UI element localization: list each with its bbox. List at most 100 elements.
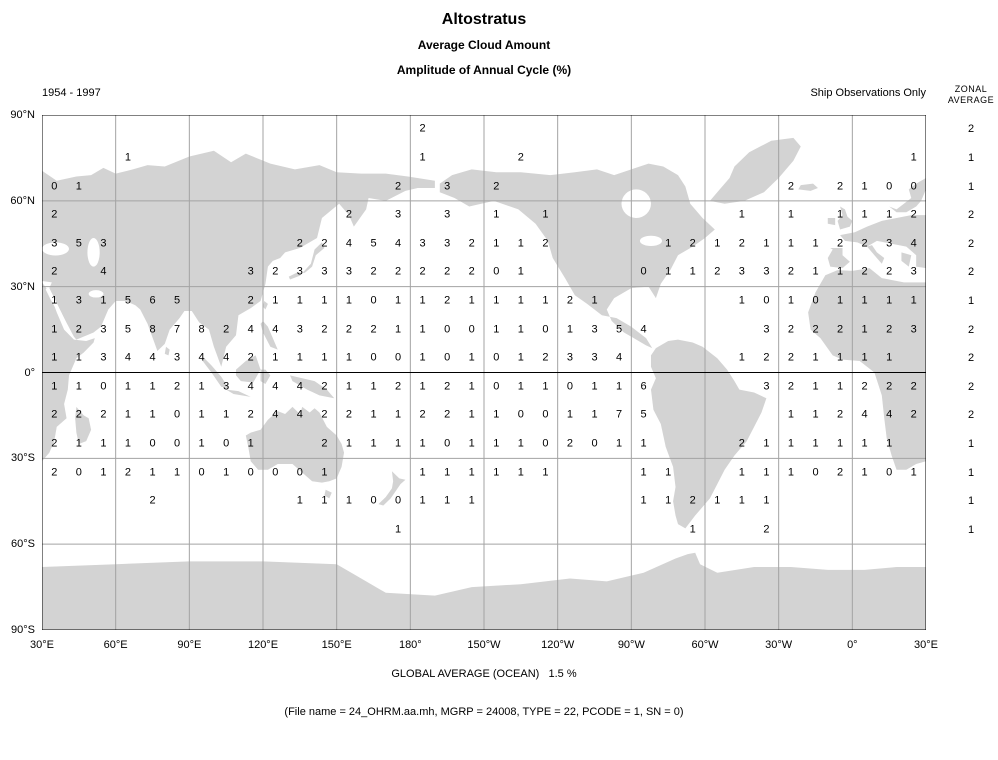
grid-cell-value: 2 [787,323,794,336]
zonal-average-value: 1 [967,523,975,536]
grid-cell-value: 1 [272,294,279,307]
landmass-sri-lanka [164,346,170,356]
grid-cell-value: 1 [542,208,549,221]
grid-cell-value: 2 [51,265,58,278]
grid-cell-value: 2 [861,380,868,393]
grid-cell-value: 1 [812,380,819,393]
grid-cell-value: 1 [517,265,524,278]
grid-cell-value: 1 [75,380,82,393]
grid-cell-value: 1 [493,466,500,479]
grid-cell-value: 2 [321,237,328,250]
landmass-new-guinea [290,375,335,399]
grid-cell-value: 2 [468,265,475,278]
landmass-balkans [901,252,912,267]
grid-cell-value: 3 [100,351,107,364]
grid-cell-value: 1 [886,437,893,450]
grid-cell-value: 3 [444,237,451,250]
grid-cell-value: 1 [836,208,844,221]
grid-cell-value: 1 [763,466,770,479]
grid-cell-value: 0 [493,351,500,364]
grid-cell-value: 5 [124,294,131,307]
grid-cell-value: 2 [75,323,82,336]
grid-cell-value: 1 [665,466,672,479]
grid-cell-value: 2 [886,323,893,336]
grid-cell-value: 0 [542,437,549,450]
grid-cell-value: 1 [345,380,352,393]
grid-cell-value: 1 [321,494,328,507]
landmass-taiwan [263,300,268,310]
grid-cell-value: 1 [419,351,426,364]
grid-cell-value: 1 [640,494,647,507]
grid-cell-value: 7 [615,408,623,421]
grid-cell-value: 2 [51,208,58,221]
caspian-sea [87,238,100,267]
longitude-tick-label: 60°W [691,639,719,651]
grid-cell-value: 2 [738,437,745,450]
grid-cell-value: 2 [836,466,844,479]
grid-cell-value: 4 [640,323,647,336]
grid-cell-value: 3 [763,323,770,336]
grid-cell-value: 1 [517,294,524,307]
grid-cell-value: 3 [763,380,770,393]
grid-cell-value: 1 [787,208,794,221]
grid-cell-value: 1 [542,294,549,307]
grid-cell-value: 2 [370,323,377,336]
grid-cell-value: 1 [886,294,893,307]
grid-cell-value: 2 [419,408,426,421]
grid-cell-value: 1 [493,408,500,421]
grid-cell-value: 1 [198,408,205,421]
grid-cell-value: 1 [812,237,819,250]
ship-observations-label: Ship Observations Only [810,87,926,99]
grid-cell-value: 2 [689,494,696,507]
grid-cell-value: 2 [689,237,696,250]
grid-cell-value: 1 [493,294,500,307]
zonal-average-value: 2 [967,409,975,422]
grid-cell-value: 2 [493,180,500,193]
zonal-average-value: 2 [967,380,975,393]
period-label: 1954 - 1997 [42,87,101,99]
grid-cell-value: 1 [517,466,524,479]
grid-cell-value: 2 [394,265,402,278]
grid-cell-value: 1 [345,294,352,307]
zonal-average-value: 1 [967,466,975,479]
longitude-tick-label: 60°E [103,639,128,651]
grid-cell-value: 1 [198,380,205,393]
grid-cell-value: 0 [394,351,402,364]
grid-cell-value: 1 [665,237,672,250]
grid-cell-value: 5 [640,408,647,421]
grid-cell-value: 4 [247,323,254,336]
zonal-average-value: 2 [967,266,975,279]
grid-cell-value: 0 [444,351,451,364]
grid-cell-value: 1 [836,265,844,278]
grid-cell-value: 1 [149,466,156,479]
grid-cell-value: 1 [836,380,844,393]
landmass-java [226,389,251,397]
grid-cell-value: 1 [345,351,352,364]
grid-cell-value: 5 [124,323,131,336]
grid-cell-value: 6 [640,380,647,393]
grid-cell-value: 2 [296,237,303,250]
grid-cell-value: 1 [886,351,893,364]
grid-cell-value: 4 [272,380,279,393]
grid-cell-value: 1 [419,466,426,479]
grid-cell-value: 2 [51,466,58,479]
grid-cell-value: 1 [738,351,745,364]
grid-cell-value: 1 [812,351,819,364]
landmass-africa-east [42,282,95,462]
landmass-philippines [260,321,278,350]
grid-cell-value: 4 [272,408,279,421]
grid-cell-value: 1 [861,294,868,307]
grid-cell-value: 1 [836,294,844,307]
grid-cell-value: 0 [812,294,819,307]
grid-cell-value: 2 [100,408,107,421]
grid-cell-value: 1 [689,265,696,278]
grid-cell-value: 1 [910,294,917,307]
grid-cell-value: 0 [223,437,230,450]
grid-cell-value: 0 [75,466,82,479]
grid-cell-value: 2 [566,437,573,450]
grid-cell-value: 1 [468,494,475,507]
grid-cell-value: 2 [247,351,254,364]
grid-cell-value: 5 [370,237,377,250]
grid-cell-value: 1 [75,351,82,364]
grid-cell-value: 1 [738,494,745,507]
